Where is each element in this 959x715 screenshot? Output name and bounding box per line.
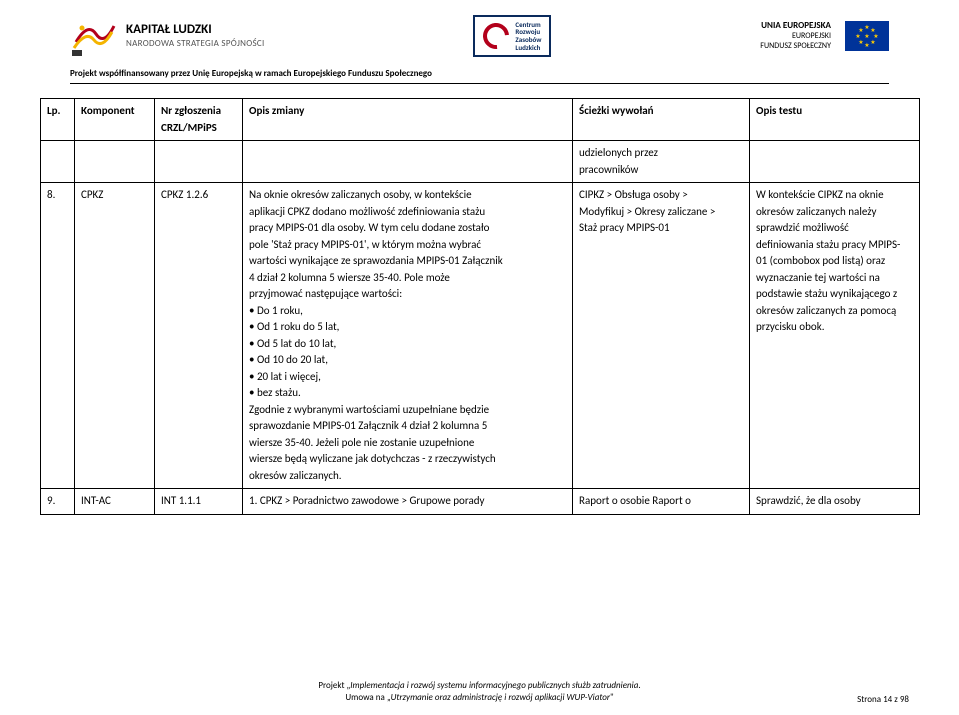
table-row-9: 9. INT-AC INT 1.1.1 1. CPKZ > Poradnictw… [41,489,920,515]
text-line: wiersze będą wyliczane jak dotychczas - … [249,451,566,468]
text-line: Zgodnie z wybranymi wartościami uzupełni… [249,402,566,419]
th-opis: Opis zmiany [243,99,573,141]
text-line: wiersze 35-40. Jeżeli pole nie zostanie … [249,435,566,452]
eu-line3: FUNDUSZ SPOŁECZNY [760,41,831,51]
text-line: przyjmować następujące wartości: [249,286,566,303]
cell-sciezki: Raport o osobie Raport o [573,489,750,515]
footer-italic: Utrzymanie oraz administrację i rozwój a… [391,692,610,703]
footer-line2: Umowa na „Utrzymanie oraz administrację … [0,692,959,705]
bullet-item: • Od 10 do 20 lat, [249,352,566,369]
footer: Projekt „Implementacja i rozwój systemu … [0,680,959,705]
th-komponent: Komponent [75,99,155,141]
text-line: pole 'Staż pracy MPIPS-01', w którym moż… [249,237,566,254]
text-line: pracy MPIPS-01 dla osoby. W tym celu dod… [249,220,566,237]
bullet-item: • 20 lat i więcej, [249,369,566,386]
cell-empty [155,141,243,183]
logo-eu: UNIA EUROPEJSKA EUROPEJSKI FUNDUSZ SPOŁE… [760,21,889,52]
eu-text-block: UNIA EUROPEJSKA EUROPEJSKI FUNDUSZ SPOŁE… [760,21,831,52]
crzl-c-icon [478,18,515,55]
text-line: pracowników [579,162,743,179]
text-line: aplikacji CPKZ dodano możliwość zdefinio… [249,204,566,221]
text-line: wyznaczanie tej wartości na [756,270,913,287]
cell-empty [243,141,573,183]
eu-line1: UNIA EUROPEJSKA [760,21,831,32]
text-line: okresów zaliczanych. [249,468,566,485]
text-line: 01 (combobox pod listą) oraz [756,253,913,270]
eu-line2: EUROPEJSKI [760,31,831,41]
footer-line1: Projekt „Implementacja i rozwój systemu … [0,680,959,693]
text-line: Staż pracy MPIPS-01 [579,220,743,237]
bullet-item: • Od 1 roku do 5 lat, [249,319,566,336]
text-line: definiowania stażu pracy MPIPS- [756,237,913,254]
footer-text: Umowa na „ [345,692,390,703]
footer-italic: Implementacja i rozwój systemu informacy… [350,680,638,691]
th-lp: Lp. [41,99,75,141]
text-line: wartości wynikające ze sprawozdania MPIP… [249,253,566,270]
cell-lp: 9. [41,489,75,515]
text-line: udzielonych przez [579,145,743,162]
crzl-line: Ludzkich [515,44,541,52]
footer-text: . [638,680,640,691]
cell-nr: CPKZ 1.2.6 [155,183,243,489]
cell-lp: 8. [41,183,75,489]
table-row-8: 8. CPKZ CPKZ 1.2.6 Na oknie okresów zali… [41,183,920,489]
header-divider [70,83,889,84]
cell-opis: Na oknie okresów zaliczanych osoby, w ko… [243,183,573,489]
logo-kapital-ludzki: KAPITAŁ LUDZKI NARODOWA STRATEGIA SPÓJNO… [70,12,265,60]
cell-nr: INT 1.1.1 [155,489,243,515]
kl-logo-text: KAPITAŁ LUDZKI NARODOWA STRATEGIA SPÓJNO… [126,23,265,48]
text-line: sprawdzić możliwość [756,220,913,237]
cell-opis: 1. CPKZ > Poradnictwo zawodowe > Grupowe… [243,489,573,515]
kl-title: KAPITAŁ LUDZKI [126,23,265,37]
th-nr: Nr zgłoszenia CRZL/MPiPS [155,99,243,141]
cell-sciezki: CIPKZ > Obsługa osoby > Modyfikuj > Okre… [573,183,750,489]
text-line: CIPKZ > Obsługa osoby > [579,187,743,204]
footer-text: Projekt „ [318,680,350,691]
text-line: 4 dział 2 kolumna 5 wiersze 35-40. Pole … [249,270,566,287]
th-test: Opis testu [750,99,920,141]
cell-komponent: INT-AC [75,489,155,515]
logo-crzl: Centrum Rozwoju Zasobów Ludzkich [473,15,551,58]
th-sciezki: Ścieżki wywołań [573,99,750,141]
text-line: Modyfikuj > Okresy zaliczane > [579,204,743,221]
text-line: Na oknie okresów zaliczanych osoby, w ko… [249,187,566,204]
page-number: Strona 14 z 98 [857,694,909,705]
subheader-text: Projekt współfinansowany przez Unię Euro… [0,68,959,83]
text-line: okresów zaliczanych za pomocą [756,303,913,320]
cell-test: W kontekście CIPKZ na oknie okresów zali… [750,183,920,489]
bullet-item: • bez stażu. [249,385,566,402]
kl-logo-icon [70,12,118,60]
crzl-text: Centrum Rozwoju Zasobów Ludzkich [515,21,541,52]
cell-test: Sprawdzić, że dla osoby [750,489,920,515]
bullet-item: • Do 1 roku, [249,303,566,320]
bullet-item: • Od 5 lat do 10 lat, [249,336,566,353]
text-line: przycisku obok. [756,319,913,336]
cell-empty [75,141,155,183]
header-logos: KAPITAŁ LUDZKI NARODOWA STRATEGIA SPÓJNO… [0,0,959,68]
text-line: okresów zaliczanych należy [756,204,913,221]
eu-flag-icon [845,21,889,51]
text-line: podstawie stażu wynikającego z [756,286,913,303]
table-header-row: Lp. Komponent Nr zgłoszenia CRZL/MPiPS O… [41,99,920,141]
text-line: sprawozdanie MPIPS-01 Załącznik 4 dział … [249,418,566,435]
text-line: W kontekście CIPKZ na oknie [756,187,913,204]
cell-sciezki-prev: udzielonych przez pracowników [573,141,750,183]
footer-text: " [610,692,614,703]
kl-subtitle: NARODOWA STRATEGIA SPÓJNOŚCI [126,38,265,49]
cell-empty [750,141,920,183]
cell-komponent: CPKZ [75,183,155,489]
cell-empty [41,141,75,183]
main-table: Lp. Komponent Nr zgłoszenia CRZL/MPiPS O… [40,98,920,515]
table-row-prev: udzielonych przez pracowników [41,141,920,183]
